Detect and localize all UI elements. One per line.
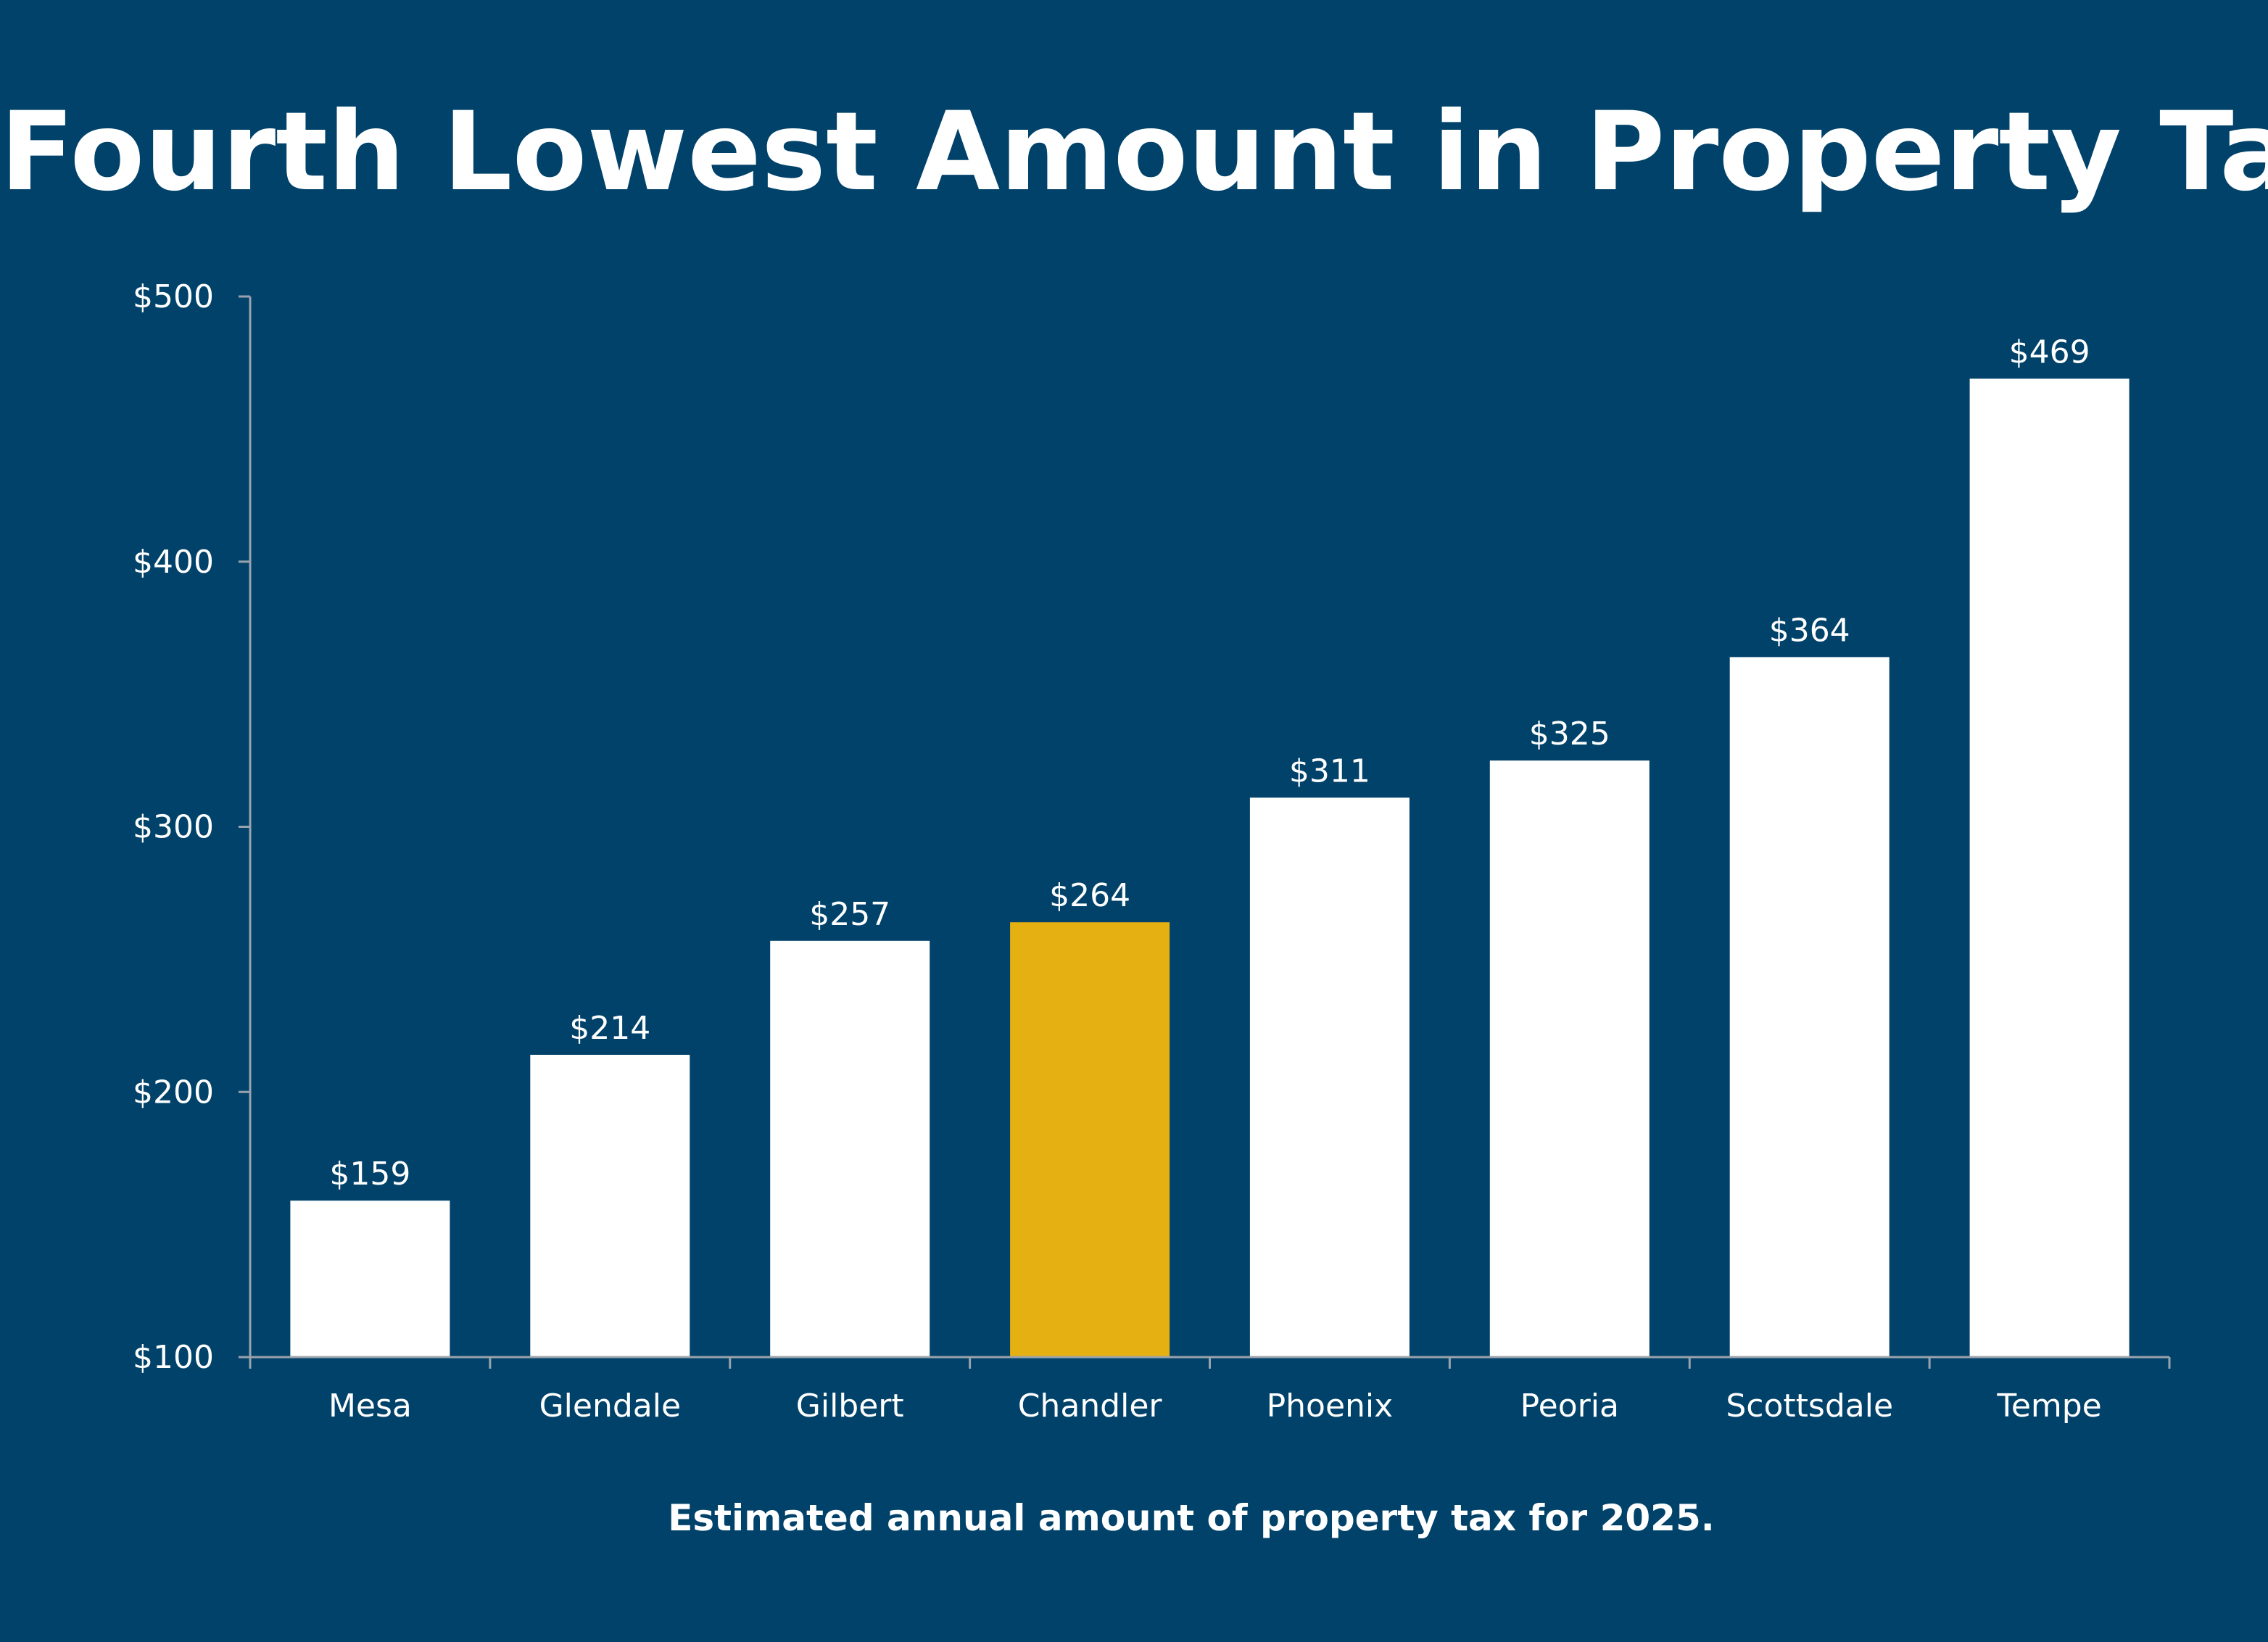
bar-phoenix <box>1249 797 1410 1357</box>
data-label-tempe: $469 <box>2009 333 2090 370</box>
bar-scottsdale <box>1729 657 1890 1357</box>
bar-peoria <box>1489 760 1650 1357</box>
bar-tempe <box>1969 378 2130 1357</box>
x-tick-label-tempe: Tempe <box>1996 1388 2101 1425</box>
x-tick-label-phoenix: Phoenix <box>1267 1388 1394 1425</box>
bar-gilbert <box>770 940 930 1357</box>
chart-caption: Estimated annual amount of property tax … <box>668 1497 1715 1539</box>
y-tick-label-500: $500 <box>133 278 214 315</box>
y-tick-label-100: $100 <box>133 1339 214 1376</box>
x-tick-label-peoria: Peoria <box>1520 1388 1619 1425</box>
data-label-mesa: $159 <box>329 1156 410 1193</box>
data-label-phoenix: $311 <box>1289 752 1370 789</box>
data-label-peoria: $325 <box>1529 716 1610 752</box>
bar-mesa <box>290 1201 450 1357</box>
x-tick-label-mesa: Mesa <box>328 1388 412 1425</box>
x-tick-label-gilbert: Gilbert <box>796 1388 904 1425</box>
data-label-scottsdale: $364 <box>1769 612 1850 649</box>
chart-title: Fourth Lowest Amount in Property Tax <box>0 89 2268 215</box>
bar-glendale <box>530 1055 690 1357</box>
data-label-glendale: $214 <box>569 1010 650 1047</box>
x-tick-label-chandler: Chandler <box>1018 1388 1163 1425</box>
data-label-gilbert: $257 <box>809 896 890 933</box>
x-tick-label-scottsdale: Scottsdale <box>1726 1388 1893 1425</box>
data-label-chandler: $264 <box>1049 877 1130 914</box>
y-tick-label-300: $300 <box>133 809 214 846</box>
y-tick-label-400: $400 <box>133 544 214 581</box>
bar-chandler <box>1010 922 1170 1357</box>
x-tick-label-glendale: Glendale <box>539 1388 681 1425</box>
y-tick-label-200: $200 <box>133 1074 214 1111</box>
